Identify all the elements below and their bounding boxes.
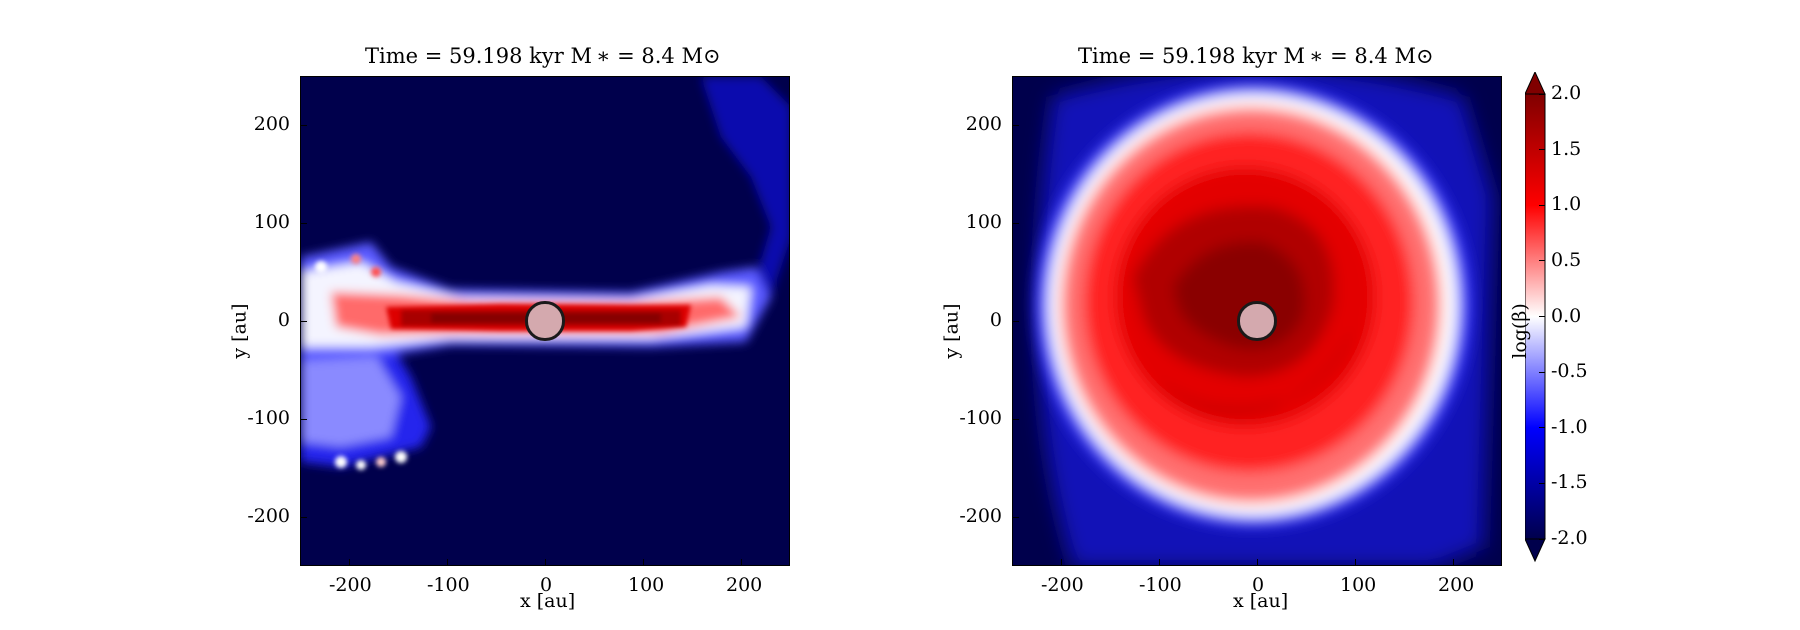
left-x-tick-mark	[446, 559, 448, 566]
colorbar-tick-label: -2.0	[1551, 527, 1588, 549]
right-x-tick-label: 0	[1252, 574, 1265, 596]
right-y-tick-mark	[1012, 516, 1019, 518]
colorbar-tick-mark	[1539, 260, 1545, 262]
right-y-tick-label: -100	[959, 407, 1002, 429]
left-y-tick-label: 100	[253, 211, 290, 233]
colorbar-extend-min	[1525, 538, 1546, 563]
colorbar-tick-label: 1.0	[1551, 193, 1582, 216]
right-y-tick-label: 200	[965, 113, 1002, 135]
right-y-tick-mark	[1012, 124, 1019, 126]
left-y-tick-label: 200	[253, 113, 290, 135]
left-x-tick-mark	[544, 559, 546, 566]
right-sink-particle	[1237, 301, 1277, 341]
colorbar-tick-label: 1.5	[1551, 137, 1582, 160]
colorbar-tick-mark	[1539, 204, 1545, 206]
colorbar-tick-mark	[1539, 482, 1545, 484]
right-x-tick-mark	[1158, 559, 1160, 566]
right-y-tick-label: 0	[989, 309, 1002, 331]
right-x-axis-label: x [au]	[1233, 590, 1289, 612]
left-x-tick-label: 100	[628, 574, 665, 596]
left-y-tick-label: 0	[277, 309, 290, 331]
left-x-tick-label: 200	[726, 574, 763, 596]
right-y-tick-mark	[1012, 418, 1019, 420]
colorbar-tick-label: 2.0	[1551, 82, 1582, 104]
left-sink-particle	[525, 301, 565, 341]
left-y-tick-mark	[300, 124, 307, 126]
colorbar-tick-mark	[1539, 316, 1545, 317]
right-x-tick-label: 100	[1340, 574, 1377, 596]
left-x-axis-label: x [au]	[520, 590, 576, 612]
left-x-tick-mark	[642, 559, 644, 566]
right-y-tick-label: -200	[959, 505, 1002, 527]
right-x-tick-mark	[1452, 559, 1454, 566]
left-panel-title: Time = 59.198 kyr M ∗ = 8.4 M⊙	[365, 44, 721, 68]
right-x-tick-mark	[1256, 559, 1258, 566]
left-y-tick-mark	[300, 320, 307, 322]
left-y-tick-mark	[300, 418, 307, 420]
colorbar-tick-mark	[1539, 149, 1545, 151]
right-y-tick-label: 100	[965, 211, 1002, 233]
left-y-tick-mark	[300, 516, 307, 518]
right-x-tick-label: -200	[1041, 574, 1084, 596]
colorbar-label: log(β)	[1508, 303, 1531, 359]
colorbar-extend-max	[1525, 72, 1546, 95]
colorbar-tick-label: -0.5	[1551, 360, 1588, 383]
colorbar-tick-label: 0.5	[1551, 248, 1582, 271]
right-x-tick-mark	[1354, 559, 1356, 566]
right-panel-title: Time = 59.198 kyr M ∗ = 8.4 M⊙	[1078, 44, 1434, 68]
colorbar-tick-mark	[1539, 371, 1545, 373]
left-x-tick-mark	[348, 559, 350, 566]
left-y-tick-label: -100	[247, 407, 290, 429]
right-y-tick-mark	[1012, 320, 1019, 322]
left-x-tick-mark	[740, 559, 742, 566]
colorbar-tick-mark	[1539, 538, 1545, 540]
left-y-tick-mark	[300, 222, 307, 224]
colorbar-tick-label: 0.0	[1551, 304, 1582, 327]
right-y-tick-mark	[1012, 222, 1019, 224]
colorbar-tick-mark	[1539, 427, 1545, 429]
left-x-tick-label: -100	[427, 574, 470, 596]
colorbar-tick-label: -1.5	[1551, 471, 1588, 494]
right-x-tick-mark	[1060, 559, 1062, 566]
left-x-tick-label: -200	[329, 574, 372, 596]
colorbar-tick-label: -1.0	[1551, 415, 1588, 438]
right-x-tick-label: 200	[1438, 574, 1475, 596]
right-x-tick-label: -100	[1139, 574, 1182, 596]
colorbar-tick-mark	[1539, 93, 1545, 95]
left-x-tick-label: 0	[540, 574, 553, 596]
left-y-tick-label: -200	[247, 505, 290, 527]
